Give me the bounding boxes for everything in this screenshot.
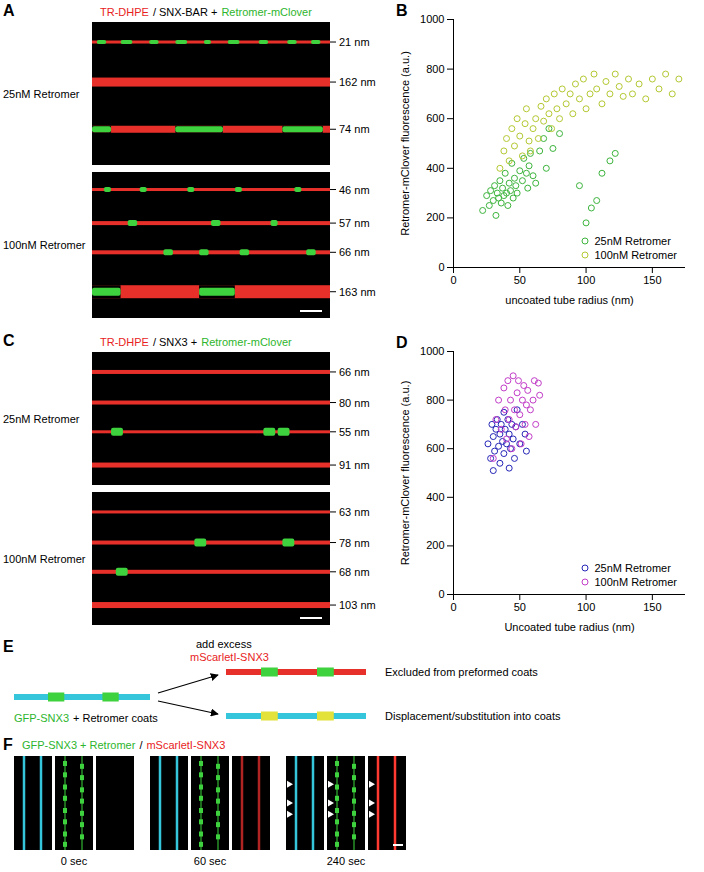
svg-text:A: A (3, 2, 15, 19)
svg-text:103 nm: 103 nm (339, 599, 376, 611)
svg-text:TR-DHPE/ SNX3 +Retromer-mClove: TR-DHPE/ SNX3 +Retromer-mClover (100, 336, 292, 348)
svg-text:0: 0 (438, 261, 444, 273)
svg-text:800: 800 (426, 394, 444, 406)
svg-text:1000: 1000 (420, 345, 444, 357)
svg-text:400: 400 (426, 491, 444, 503)
svg-text:B: B (396, 2, 408, 19)
svg-text:50: 50 (514, 274, 526, 286)
svg-text:162 nm: 162 nm (339, 76, 376, 88)
svg-text:25nM Retromer: 25nM Retromer (3, 413, 80, 425)
svg-text:add excess: add excess (196, 638, 252, 650)
svg-text:Retromer-mClover fluorescence: Retromer-mClover fluorescence (a.u.) (399, 381, 411, 566)
svg-text:0: 0 (450, 601, 456, 613)
svg-text:F: F (3, 736, 13, 753)
svg-text:68 nm: 68 nm (339, 566, 370, 578)
svg-text:74 nm: 74 nm (339, 123, 370, 135)
html-text:100nM Retromer: 100nM Retromer (594, 576, 677, 588)
svg-text:200: 200 (426, 211, 444, 223)
svg-text:200: 200 (426, 539, 444, 551)
svg-text:Displacement/substitution into: Displacement/substitution into coats (385, 710, 561, 722)
html-text:100nM Retromer: 100nM Retromer (594, 249, 677, 261)
svg-text:163 nm: 163 nm (339, 286, 376, 298)
svg-text:TR-DHPE/ SNX-BAR +Retromer-mCl: TR-DHPE/ SNX-BAR +Retromer-mClover (100, 6, 312, 18)
svg-text:66 nm: 66 nm (339, 366, 370, 378)
svg-text:25nM Retromer: 25nM Retromer (3, 88, 80, 100)
svg-text:0 sec: 0 sec (61, 855, 88, 867)
html-text:25nM Retromer: 25nM Retromer (594, 235, 671, 247)
svg-text:E: E (3, 638, 14, 655)
svg-text:150: 150 (643, 274, 661, 286)
svg-text:66 nm: 66 nm (339, 246, 370, 258)
svg-text:57 nm: 57 nm (339, 217, 370, 229)
svg-text:55 nm: 55 nm (339, 426, 370, 438)
svg-text:1000: 1000 (420, 13, 444, 25)
svg-text:600: 600 (426, 442, 444, 454)
svg-text:400: 400 (426, 162, 444, 174)
svg-text:240 sec: 240 sec (327, 855, 366, 867)
svg-text:C: C (3, 332, 15, 349)
svg-text:uncoated tube radius (nm): uncoated tube radius (nm) (505, 294, 633, 306)
svg-text:63 nm: 63 nm (339, 506, 370, 518)
svg-text:50: 50 (514, 601, 526, 613)
svg-text:100nM Retromer: 100nM Retromer (3, 553, 86, 565)
svg-text:100: 100 (577, 601, 595, 613)
svg-text:600: 600 (426, 112, 444, 124)
svg-text:150: 150 (643, 601, 661, 613)
html-text:25nM Retromer: 25nM Retromer (594, 562, 671, 574)
svg-text:Retromer-mClover fluorescence: Retromer-mClover fluorescence (a.u.) (399, 51, 411, 236)
svg-text:60 sec: 60 sec (194, 855, 227, 867)
svg-text:91 nm: 91 nm (339, 459, 370, 471)
svg-text:GFP-SNX3+ Retromer coats: GFP-SNX3+ Retromer coats (14, 712, 158, 724)
svg-text:Excluded from preformed coats: Excluded from preformed coats (385, 666, 538, 678)
svg-text:800: 800 (426, 63, 444, 75)
svg-text:Uncoated tube radius (nm): Uncoated tube radius (nm) (504, 621, 634, 633)
svg-text:GFP-SNX3 + Retromer/mScarletI-: GFP-SNX3 + Retromer/mScarletI-SNX3 (22, 739, 225, 751)
svg-text:100: 100 (577, 274, 595, 286)
svg-text:0: 0 (438, 588, 444, 600)
svg-text:0: 0 (450, 274, 456, 286)
svg-text:100nM Retromer: 100nM Retromer (3, 239, 86, 251)
svg-text:78 nm: 78 nm (339, 537, 370, 549)
svg-text:46 nm: 46 nm (339, 184, 370, 196)
svg-text:80 nm: 80 nm (339, 397, 370, 409)
svg-text:21 nm: 21 nm (339, 36, 370, 48)
svg-text:mScarletI-SNX3: mScarletI-SNX3 (190, 651, 269, 663)
svg-text:D: D (396, 334, 408, 351)
